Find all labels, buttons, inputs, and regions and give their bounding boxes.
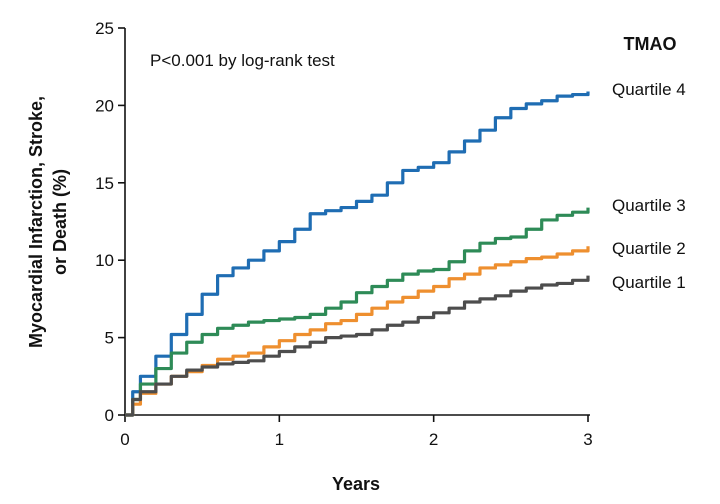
x-axis-ticks: 0 1 2 3 bbox=[120, 415, 593, 449]
y-tick-label: 25 bbox=[95, 19, 114, 38]
x-tick-label: 0 bbox=[120, 430, 129, 449]
series-label-quartile-1: Quartile 1 bbox=[612, 273, 686, 292]
series-labels: Quartile 4 Quartile 3 Quartile 2 Quartile 1 bbox=[612, 80, 686, 292]
legend-title: TMAO bbox=[624, 34, 677, 54]
y-tick-label: 5 bbox=[105, 329, 114, 348]
series-lines bbox=[125, 91, 590, 417]
y-axis-title-line-1: Myocardial Infarction, Stroke, bbox=[26, 96, 46, 348]
y-tick-label: 20 bbox=[95, 96, 114, 115]
series-line-quartile-1 bbox=[125, 275, 590, 417]
series-line-quartile-2 bbox=[125, 246, 590, 417]
series-label-quartile-2: Quartile 2 bbox=[612, 239, 686, 258]
y-tick-label: 15 bbox=[95, 174, 114, 193]
series-label-quartile-4: Quartile 4 bbox=[612, 80, 686, 99]
series-line-quartile-3 bbox=[125, 207, 590, 417]
y-axis-title-line-2: or Death (%) bbox=[50, 169, 70, 275]
series-line-quartile-4 bbox=[125, 91, 590, 417]
x-tick-label: 2 bbox=[429, 430, 438, 449]
y-tick-label: 0 bbox=[105, 406, 114, 425]
y-tick-label: 10 bbox=[95, 251, 114, 270]
log-rank-annotation: P<0.001 by log-rank test bbox=[150, 51, 335, 70]
x-tick-label: 1 bbox=[275, 430, 284, 449]
x-tick-label: 3 bbox=[583, 430, 592, 449]
y-axis-ticks: 0 5 10 15 20 25 bbox=[95, 19, 125, 425]
x-axis-title: Years bbox=[332, 474, 380, 494]
series-label-quartile-3: Quartile 3 bbox=[612, 196, 686, 215]
